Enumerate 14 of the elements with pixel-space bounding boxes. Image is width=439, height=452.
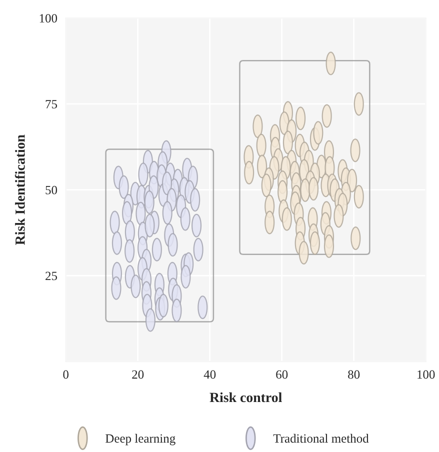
x-tick-label: 20 (132, 370, 144, 379)
x-tick-label: 60 (276, 370, 288, 379)
x-tick-label: 80 (348, 370, 360, 379)
legend-label: Traditional method (273, 434, 369, 443)
x-tick-label: 100 (418, 370, 435, 379)
legend-label: Deep learning (106, 434, 176, 446)
y-tick-label: 25 (46, 272, 58, 280)
x-tick-label: 40 (204, 370, 216, 379)
y-tick-label: 75 (46, 100, 58, 108)
y-axis-title: Risk Identification (14, 134, 25, 245)
y-tick-label: 100 (40, 14, 58, 23)
y-tick-label: 50 (46, 186, 58, 194)
x-tick-label: 0 (63, 370, 68, 379)
x-axis-title: Risk control (210, 392, 282, 402)
